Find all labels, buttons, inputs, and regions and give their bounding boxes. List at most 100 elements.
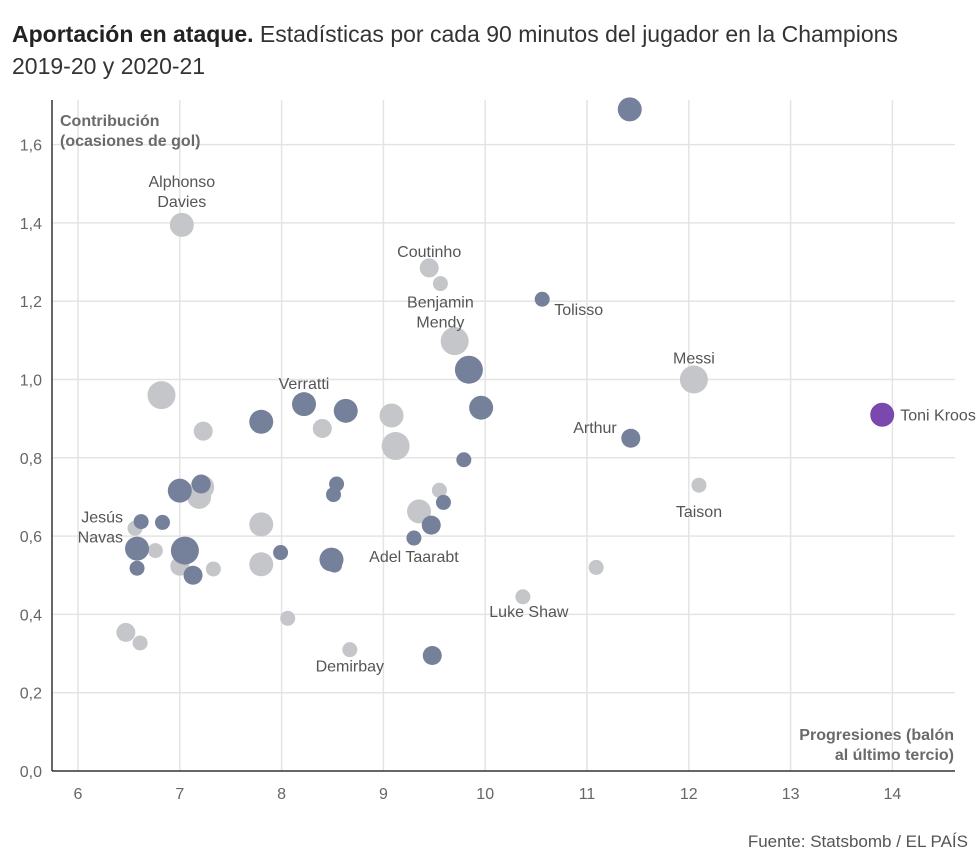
point-label-line: Coutinho — [397, 244, 461, 261]
grid — [52, 100, 955, 771]
point-label-line: Luke Shaw — [489, 604, 569, 621]
data-point — [154, 514, 170, 530]
data-point — [273, 545, 289, 561]
point-label: Toni Kroos — [900, 408, 976, 425]
point-label: Benjamin Mendy — [407, 295, 474, 332]
point-label: Messi — [673, 351, 715, 368]
point-label-line: Jesús — [81, 509, 123, 526]
data-point — [691, 477, 707, 493]
data-point — [125, 536, 150, 561]
data-points — [116, 97, 895, 666]
point-label-line: Tolisso — [554, 302, 603, 319]
data-point — [191, 474, 211, 494]
data-point — [291, 392, 316, 417]
x-tick-label: 14 — [884, 786, 902, 803]
point-label: Jesús Navas — [78, 509, 123, 546]
x-tick-label: 10 — [476, 786, 494, 803]
x-tick-label: 7 — [175, 786, 184, 803]
point-label: Coutinho — [397, 244, 461, 261]
point-label-line: Davies — [157, 194, 206, 211]
y-tick-label: 1,4 — [20, 216, 42, 233]
data-point — [440, 327, 469, 356]
point-labels: Alphonso Davies Coutinho Benjamin Mendy Tolis… — [78, 174, 976, 676]
data-point — [515, 589, 531, 605]
data-point — [342, 642, 358, 658]
chart-title-rest: Estadísticas por cada 90 minutos del jug… — [12, 21, 898, 79]
data-point — [147, 381, 176, 410]
point-label: Luke Shaw — [489, 604, 569, 621]
point-label: Alphonso Davies — [148, 174, 215, 211]
data-point — [132, 635, 148, 651]
data-point — [312, 418, 332, 438]
data-point — [249, 409, 274, 434]
y-tick-label: 0,4 — [20, 607, 42, 624]
data-point — [249, 552, 274, 577]
point-label-line: Demirbay — [316, 659, 384, 676]
x-axis-title: Progresiones (balón al último tercio) — [799, 727, 954, 764]
data-point — [454, 355, 483, 384]
point-label-line: Messi — [673, 351, 715, 368]
point-label-line: Taison — [676, 504, 722, 521]
data-point — [205, 561, 221, 577]
data-point — [432, 276, 448, 292]
point-label-line: Arthur — [573, 420, 617, 437]
y-tick-label: 0,8 — [20, 451, 42, 468]
axis-titles: Contribución (ocasiones de gol) Progresion… — [60, 113, 954, 764]
data-point — [333, 398, 358, 423]
point-label-line: Toni Kroos — [900, 408, 976, 425]
data-point — [431, 482, 447, 498]
point-label-line: Adel Taarabt — [369, 549, 459, 566]
y-axis-title-line: (ocasiones de gol) — [60, 133, 200, 150]
point-label: Tolisso — [554, 302, 603, 319]
y-tick-label: 1,2 — [20, 294, 42, 311]
data-point — [588, 559, 604, 575]
data-point — [621, 428, 641, 448]
data-point — [133, 514, 149, 530]
point-label: Adel Taarabt — [369, 549, 459, 566]
y-axis-title: Contribución (ocasiones de gol) — [60, 113, 200, 150]
x-tick-label: 8 — [277, 786, 286, 803]
data-point — [435, 494, 451, 510]
data-point — [407, 499, 432, 524]
data-point — [870, 402, 895, 427]
y-tick-label: 1,6 — [20, 138, 42, 155]
point-label-line: Navas — [78, 529, 123, 546]
data-point — [167, 478, 192, 503]
point-label-line: Verratti — [279, 376, 330, 393]
chart-title-bold: Aportación en ataque. — [12, 21, 254, 47]
data-point — [169, 212, 194, 237]
point-label-line: Benjamin — [407, 295, 474, 312]
point-label-line: Mendy — [416, 315, 464, 332]
source-note: Fuente: Statsbomb / EL PAÍS — [747, 832, 968, 851]
x-tick-label: 13 — [782, 786, 800, 803]
x-tick-label: 9 — [379, 786, 388, 803]
data-point — [280, 610, 296, 626]
data-point — [422, 646, 442, 666]
x-tick-label: 6 — [74, 786, 83, 803]
x-axis-title-line: al último tercio) — [835, 747, 954, 764]
point-label: Verratti — [279, 376, 330, 393]
data-point — [406, 530, 422, 546]
data-point — [381, 432, 410, 461]
data-point — [419, 258, 439, 278]
axes: 6 7 8 9 10 11 12 13 14 0,0 0,2 0,4 0,6 0,8 1,0 1,2 1,4 1,… — [20, 100, 955, 803]
data-point — [617, 97, 642, 122]
y-axis-title-line: Contribución — [60, 113, 160, 130]
data-point — [183, 565, 203, 585]
data-point — [379, 403, 404, 428]
data-point — [326, 487, 342, 503]
chart-title: Aportación en ataque. Estadísticas por c… — [12, 18, 962, 82]
y-tick-label: 0,0 — [20, 764, 42, 781]
point-label: Arthur — [573, 420, 617, 437]
point-label-line: Alphonso — [148, 174, 215, 191]
data-point — [421, 515, 441, 535]
x-tick-label: 12 — [680, 786, 698, 803]
data-point — [469, 395, 494, 420]
point-label: Demirbay — [316, 659, 384, 676]
y-tick-label: 0,6 — [20, 529, 42, 546]
data-point — [679, 365, 708, 394]
y-tick-label: 1,0 — [20, 373, 42, 390]
x-tick-label: 11 — [579, 786, 596, 803]
point-label: Taison — [676, 504, 722, 521]
